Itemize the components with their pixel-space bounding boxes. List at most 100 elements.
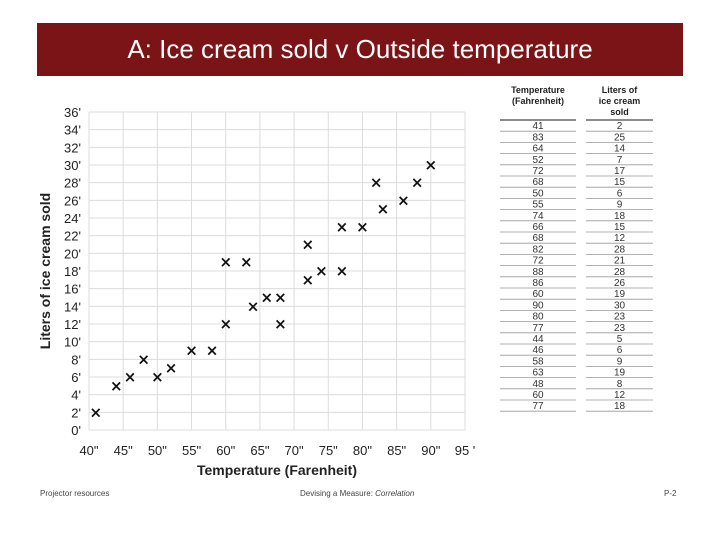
table-cell-temperature: 68: [532, 233, 544, 244]
table-cell-temperature: 80: [532, 312, 544, 323]
y-tick-label: 14': [64, 299, 81, 314]
data-point: ×: [240, 253, 253, 271]
table-header-temperature: Temperature: [511, 85, 565, 95]
table-cell-liters: 26: [614, 278, 626, 289]
table-cell-temperature: 74: [532, 211, 544, 222]
data-point: ×: [165, 359, 178, 377]
data-point: ×: [219, 315, 232, 333]
table-cell-liters: 25: [614, 132, 626, 143]
y-tick-label: 24': [64, 211, 81, 226]
y-tick-label: 20': [64, 246, 81, 261]
table-cell-liters: 23: [614, 312, 626, 323]
table-cell-temperature: 88: [532, 267, 544, 278]
y-tick-label: 30': [64, 158, 81, 173]
data-point: ×: [315, 262, 328, 280]
table-cell-temperature: 86: [532, 278, 544, 289]
x-tick-label: 95 ': [455, 443, 476, 458]
x-tick-label: 45": [114, 443, 133, 458]
data-point: ×: [260, 289, 273, 307]
table-cell-temperature: 50: [532, 188, 544, 199]
data-point: ×: [274, 289, 287, 307]
table-header-temperature: (Fahrenheit): [512, 96, 564, 106]
data-point: ×: [110, 377, 123, 395]
x-tick-label: 90": [421, 443, 440, 458]
table-cell-liters: 12: [614, 233, 626, 244]
y-tick-label: 12': [64, 317, 81, 332]
y-tick-label: 6': [71, 370, 81, 385]
data-point: ×: [301, 271, 314, 289]
y-tick-label: 16': [64, 282, 81, 297]
table-cell-liters: 18: [614, 211, 626, 222]
data-point: ×: [274, 315, 287, 333]
table-cell-temperature: 83: [532, 132, 544, 143]
x-tick-label: 80": [353, 443, 372, 458]
table-cell-temperature: 58: [532, 356, 544, 367]
footer-lesson: Devising a Measure: Correlation: [300, 489, 414, 498]
y-tick-label: 26': [64, 193, 81, 208]
table-cell-temperature: 77: [532, 323, 544, 334]
table-cell-temperature: 55: [532, 200, 544, 211]
data-point: ×: [397, 191, 410, 209]
x-axis-label: Temperature (Farenheit): [197, 462, 357, 478]
x-tick-label: 40": [79, 443, 98, 458]
table-header-liters: ice cream: [599, 96, 641, 106]
data-point: ×: [425, 156, 438, 174]
y-tick-label: 36': [64, 105, 81, 120]
table-header-liters: sold: [610, 107, 629, 117]
data-point: ×: [356, 218, 369, 236]
slide-title: A: Ice cream sold v Outside temperature: [37, 23, 683, 76]
table-cell-temperature: 90: [532, 300, 544, 311]
table-cell-liters: 18: [614, 401, 626, 412]
data-point: ×: [185, 342, 198, 360]
table-cell-liters: 19: [614, 289, 626, 300]
data-point: ×: [301, 236, 314, 254]
data-point: ×: [124, 368, 137, 386]
table-cell-temperature: 60: [532, 390, 544, 401]
table-cell-liters: 15: [614, 177, 626, 188]
footer-page-number: P-2: [664, 489, 677, 498]
table-cell-temperature: 63: [532, 368, 544, 379]
table-cell-liters: 8: [617, 379, 623, 390]
x-tick-label: 55": [182, 443, 201, 458]
x-tick-label: 75": [319, 443, 338, 458]
y-tick-label: 8': [71, 352, 81, 367]
data-point: ×: [336, 218, 349, 236]
footer-source: Projector resources: [40, 489, 110, 498]
x-tick-label: 65": [250, 443, 269, 458]
y-tick-label: 28': [64, 176, 81, 191]
data-point: ×: [336, 262, 349, 280]
data-point: ×: [206, 342, 219, 360]
table-cell-liters: 6: [617, 345, 623, 356]
footer-lesson-prefix: Devising a Measure:: [300, 489, 376, 498]
table-cell-liters: 7: [617, 155, 623, 166]
y-tick-label: 4': [71, 388, 81, 403]
y-tick-label: 18': [64, 264, 81, 279]
table-cell-liters: 28: [614, 267, 626, 278]
table-cell-liters: 9: [617, 356, 623, 367]
y-axis-label: Liters of ice cream sold: [37, 193, 53, 349]
table-cell-liters: 23: [614, 323, 626, 334]
table-cell-liters: 14: [614, 144, 626, 155]
data-point: ×: [137, 350, 150, 368]
table-cell-liters: 28: [614, 244, 626, 255]
table-header-liters: Liters of: [602, 85, 639, 95]
data-point: ×: [247, 297, 260, 315]
table-cell-liters: 2: [617, 121, 623, 132]
table-cell-liters: 21: [614, 256, 626, 267]
y-tick-label: 34': [64, 123, 81, 138]
x-tick-label: 60": [216, 443, 235, 458]
table-cell-temperature: 52: [532, 155, 544, 166]
table-cell-temperature: 48: [532, 379, 544, 390]
x-tick-label: 70": [285, 443, 304, 458]
x-tick-label: 85": [387, 443, 406, 458]
table-cell-liters: 15: [614, 222, 626, 233]
table-cell-liters: 5: [617, 334, 623, 345]
table-cell-temperature: 64: [532, 144, 544, 155]
table-cell-temperature: 46: [532, 345, 544, 356]
table-cell-temperature: 68: [532, 177, 544, 188]
data-point: ×: [219, 253, 232, 271]
y-tick-label: 10': [64, 335, 81, 350]
table-cell-temperature: 72: [532, 256, 544, 267]
table-cell-temperature: 66: [532, 222, 544, 233]
